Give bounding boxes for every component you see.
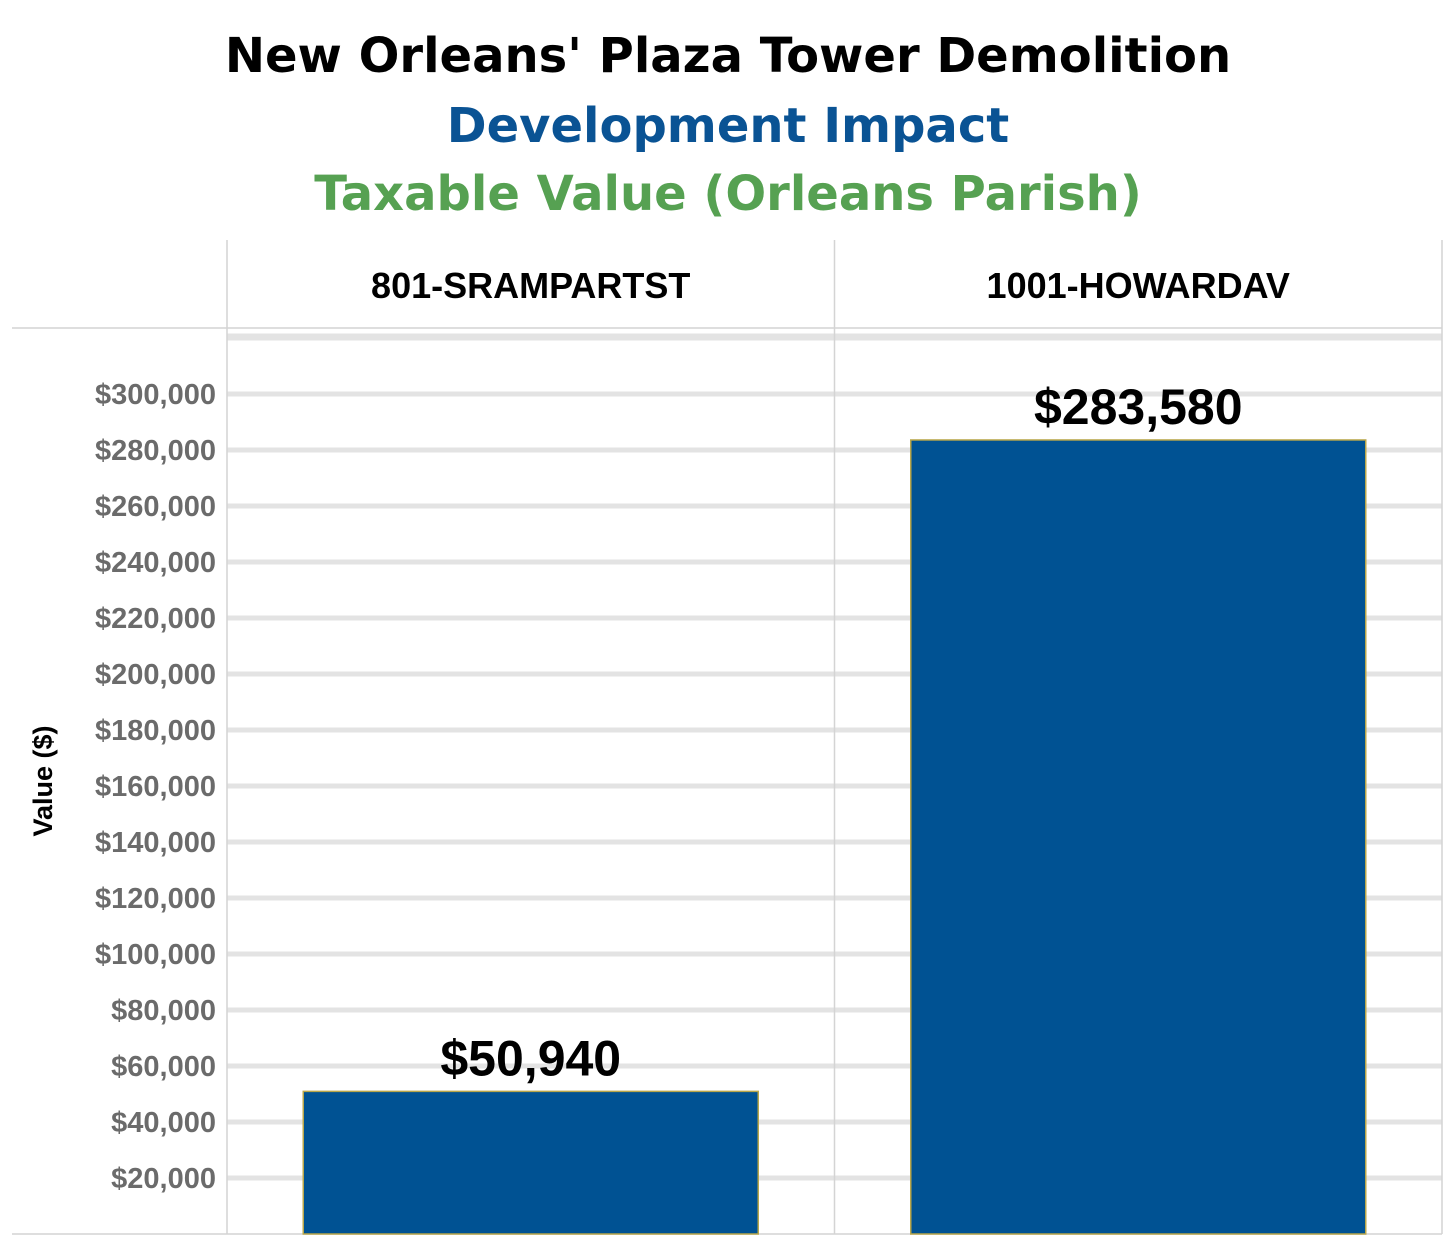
y-tick-label: $260,000 <box>95 491 216 523</box>
y-tick-label: $40,000 <box>111 1107 216 1139</box>
bars <box>302 439 1367 1235</box>
y-tick-label: $240,000 <box>95 547 216 579</box>
bar <box>910 439 1367 1235</box>
y-tick-label: $120,000 <box>95 883 216 915</box>
category-header: 801-SRAMPARTST <box>371 265 690 306</box>
data-label: $50,940 <box>440 1030 621 1086</box>
y-tick-label: $60,000 <box>111 1051 216 1083</box>
data-label: $283,580 <box>1034 379 1243 435</box>
y-tick-label: $200,000 <box>95 659 216 691</box>
y-tick-label: $100,000 <box>95 939 216 971</box>
y-tick-label: $160,000 <box>95 771 216 803</box>
y-tick-label: $220,000 <box>95 603 216 635</box>
y-tick-label: $300,000 <box>95 379 216 411</box>
category-headers: 801-SRAMPARTST 1001-HOWARDAV <box>371 265 1290 306</box>
chart-title: New Orleans' Plaza Tower Demolition <box>224 28 1232 84</box>
data-labels: $50,940 $283,580 <box>440 379 1242 1086</box>
y-tick-label: $140,000 <box>95 827 216 859</box>
category-header: 1001-HOWARDAV <box>987 265 1290 306</box>
chart-subtitle: Development Impact <box>446 98 1010 154</box>
y-axis-title: Value ($) <box>28 725 58 836</box>
y-tick-label: $80,000 <box>111 995 216 1027</box>
y-axis-ticks: $20,000 $40,000 $60,000 $80,000 $100,000 $120… <box>95 379 216 1195</box>
chart-subtitle-secondary: Taxable Value (Orleans Parish) <box>314 166 1142 222</box>
y-tick-label: $20,000 <box>111 1163 216 1195</box>
y-axis-title-group: Value ($) <box>28 725 58 836</box>
bar <box>302 1090 759 1235</box>
y-tick-label: $280,000 <box>95 435 216 467</box>
y-tick-label: $180,000 <box>95 715 216 747</box>
